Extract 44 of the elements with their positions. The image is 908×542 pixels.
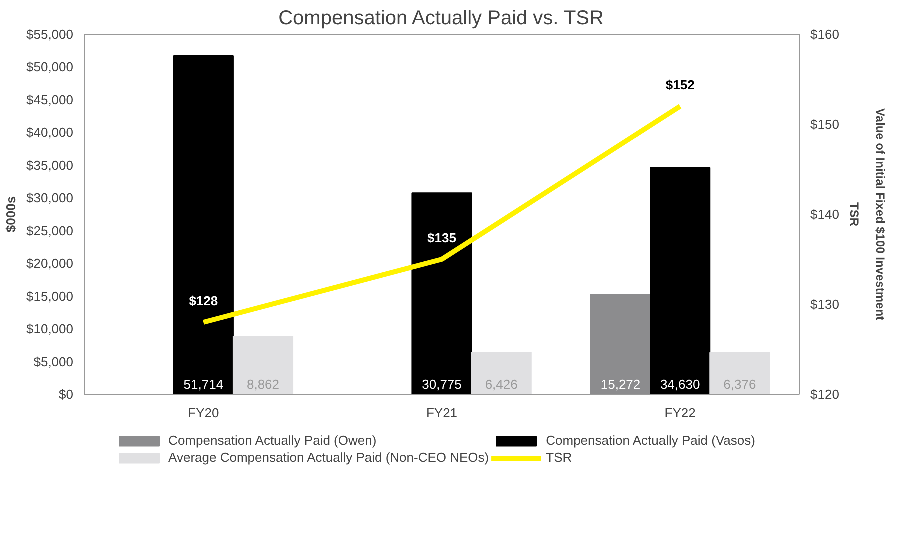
y-tick-label: $55,000: [26, 27, 74, 42]
y2-tick-label: $130: [810, 297, 840, 312]
y2-tick-label: $150: [810, 117, 840, 132]
chart-title: Compensation Actually Paid vs. TSR: [278, 8, 604, 30]
data-label: 30,775: [422, 377, 462, 392]
y2-tick-label: $140: [810, 207, 840, 222]
data-label: 51,714: [184, 377, 224, 392]
data-label: $128: [189, 294, 218, 308]
y-tick-label: $40,000: [26, 125, 74, 140]
y-tick-label: $20,000: [26, 256, 74, 272]
bar: [232, 336, 294, 394]
data-label: $152: [666, 78, 695, 92]
y-tick-label: $15,000: [26, 288, 74, 304]
data-label: $135: [428, 230, 456, 246]
data-label: 6,426: [485, 377, 518, 392]
bar: [173, 56, 234, 394]
data-label: 6,376: [724, 377, 756, 392]
y2-tick-label: $160: [810, 27, 840, 42]
y-tick-label: $25,000: [26, 223, 74, 238]
x-tick-label: FY21: [426, 406, 458, 420]
bar: [590, 294, 652, 394]
y-tick-label: $45,000: [26, 92, 74, 108]
bar: [471, 352, 532, 394]
x-tick-label: FY22: [664, 406, 696, 420]
legend-label: TSR: [546, 450, 572, 465]
bar: [412, 192, 472, 394]
legend-label: Average Compensation Actually Paid (Non-CEO NEOs): [168, 450, 490, 465]
data-label: 8,862: [246, 377, 280, 392]
y2-axis-title: TSR Value of Initial Fixed $100 Investment: [848, 108, 888, 321]
y2-tick-label: $120: [810, 387, 840, 402]
legend-label: Compensation Actually Paid (Owen): [168, 433, 377, 448]
y-axis-title: $000s: [4, 196, 19, 233]
y-tick-label: $50,000: [26, 60, 74, 75]
y-tick-label: $5,000: [34, 354, 74, 370]
bar: [650, 167, 711, 394]
data-label: 15,272: [600, 377, 641, 392]
x-tick-label: FY20: [188, 406, 220, 420]
data-label: 34,630: [660, 377, 700, 392]
y-tick-label: $30,000: [26, 190, 74, 206]
bar: [710, 352, 770, 394]
y-tick-label: $10,000: [26, 322, 74, 337]
y-tick-label: $35,000: [26, 158, 74, 173]
y-tick-label: $0: [59, 387, 74, 402]
legend-label: Compensation Actually Paid (Vasos): [546, 433, 756, 448]
